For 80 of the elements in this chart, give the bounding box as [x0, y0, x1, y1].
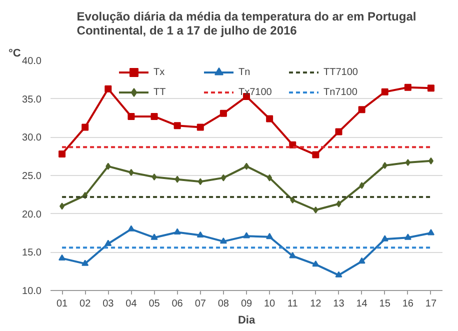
x-tick-label: 04 [126, 298, 138, 310]
legend-label: TT7100 [324, 66, 359, 78]
point [358, 106, 366, 114]
point [150, 112, 158, 120]
point [58, 254, 66, 261]
point [428, 157, 434, 164]
point [128, 168, 134, 176]
point [220, 110, 227, 117]
x-tick-label: 17 [425, 298, 437, 310]
point [243, 232, 250, 238]
point [106, 162, 111, 170]
x-tick-label: 05 [148, 298, 160, 310]
point [104, 85, 112, 92]
point [405, 158, 410, 166]
point [174, 176, 180, 183]
point [381, 235, 388, 242]
legend-label: TT [154, 86, 167, 98]
point [381, 88, 388, 96]
y-axis-title: °C [8, 48, 21, 60]
x-tick-label: 13 [333, 298, 345, 310]
point [128, 225, 135, 232]
point [174, 122, 181, 130]
x-tick-label: 12 [310, 298, 322, 310]
x-tick-label: 09 [240, 298, 252, 310]
y-tick-label: 10.0 [22, 286, 42, 297]
point [358, 257, 366, 264]
point [266, 232, 274, 240]
point [152, 174, 157, 181]
point [313, 206, 318, 214]
y-tick-label: 35.0 [22, 94, 42, 106]
point [196, 124, 204, 131]
x-tick-label: 08 [218, 298, 230, 310]
point [312, 151, 320, 158]
y-tick-label: 40.0 [22, 56, 42, 67]
point [404, 234, 412, 240]
x-tick-label: 14 [356, 298, 368, 310]
point [267, 174, 272, 182]
x-tick-label: 01 [56, 298, 68, 310]
x-tick-label: 10 [264, 298, 276, 310]
point [427, 84, 434, 92]
point [427, 229, 434, 236]
point [289, 252, 296, 258]
x-tick-label: 02 [80, 298, 92, 310]
point [82, 124, 89, 131]
y-tick-label: 15.0 [22, 248, 42, 259]
x-tick-label: 07 [194, 298, 206, 310]
point [82, 260, 89, 266]
point [335, 271, 342, 278]
point [266, 115, 274, 122]
point [220, 174, 226, 182]
point [104, 240, 112, 246]
legend-label: Tx [154, 66, 166, 78]
legend-label: Tn [238, 66, 252, 78]
point [174, 228, 181, 234]
point [58, 150, 66, 158]
x-tick-label: 11 [287, 298, 298, 310]
point [220, 237, 227, 244]
x-tick-label: 03 [102, 298, 114, 310]
y-tick-label: 20.0 [22, 209, 42, 220]
legend-label: Tx7100 [238, 86, 273, 98]
point [150, 234, 158, 240]
point [198, 178, 203, 186]
y-tick-label: 25.0 [22, 171, 42, 182]
point [196, 231, 204, 238]
point [290, 196, 296, 204]
point [60, 202, 65, 210]
x-tick-label: 16 [402, 298, 414, 310]
legend-label: Tn7100 [324, 86, 358, 98]
y-tick-label: 30.0 [22, 132, 42, 144]
chart-title: Evolução diária da média da temperatura do ar em Portugal Continental, de 1 a 17 de julho de 2016 [76, 10, 416, 38]
point [359, 182, 364, 189]
point [404, 84, 412, 91]
point [312, 260, 320, 267]
point [382, 162, 388, 170]
point [336, 200, 342, 208]
point [335, 128, 342, 136]
x-axis-title: Dia [238, 314, 256, 326]
x-tick-label: 15 [379, 298, 391, 310]
x-tick-label: 06 [172, 298, 184, 310]
point [128, 112, 135, 120]
